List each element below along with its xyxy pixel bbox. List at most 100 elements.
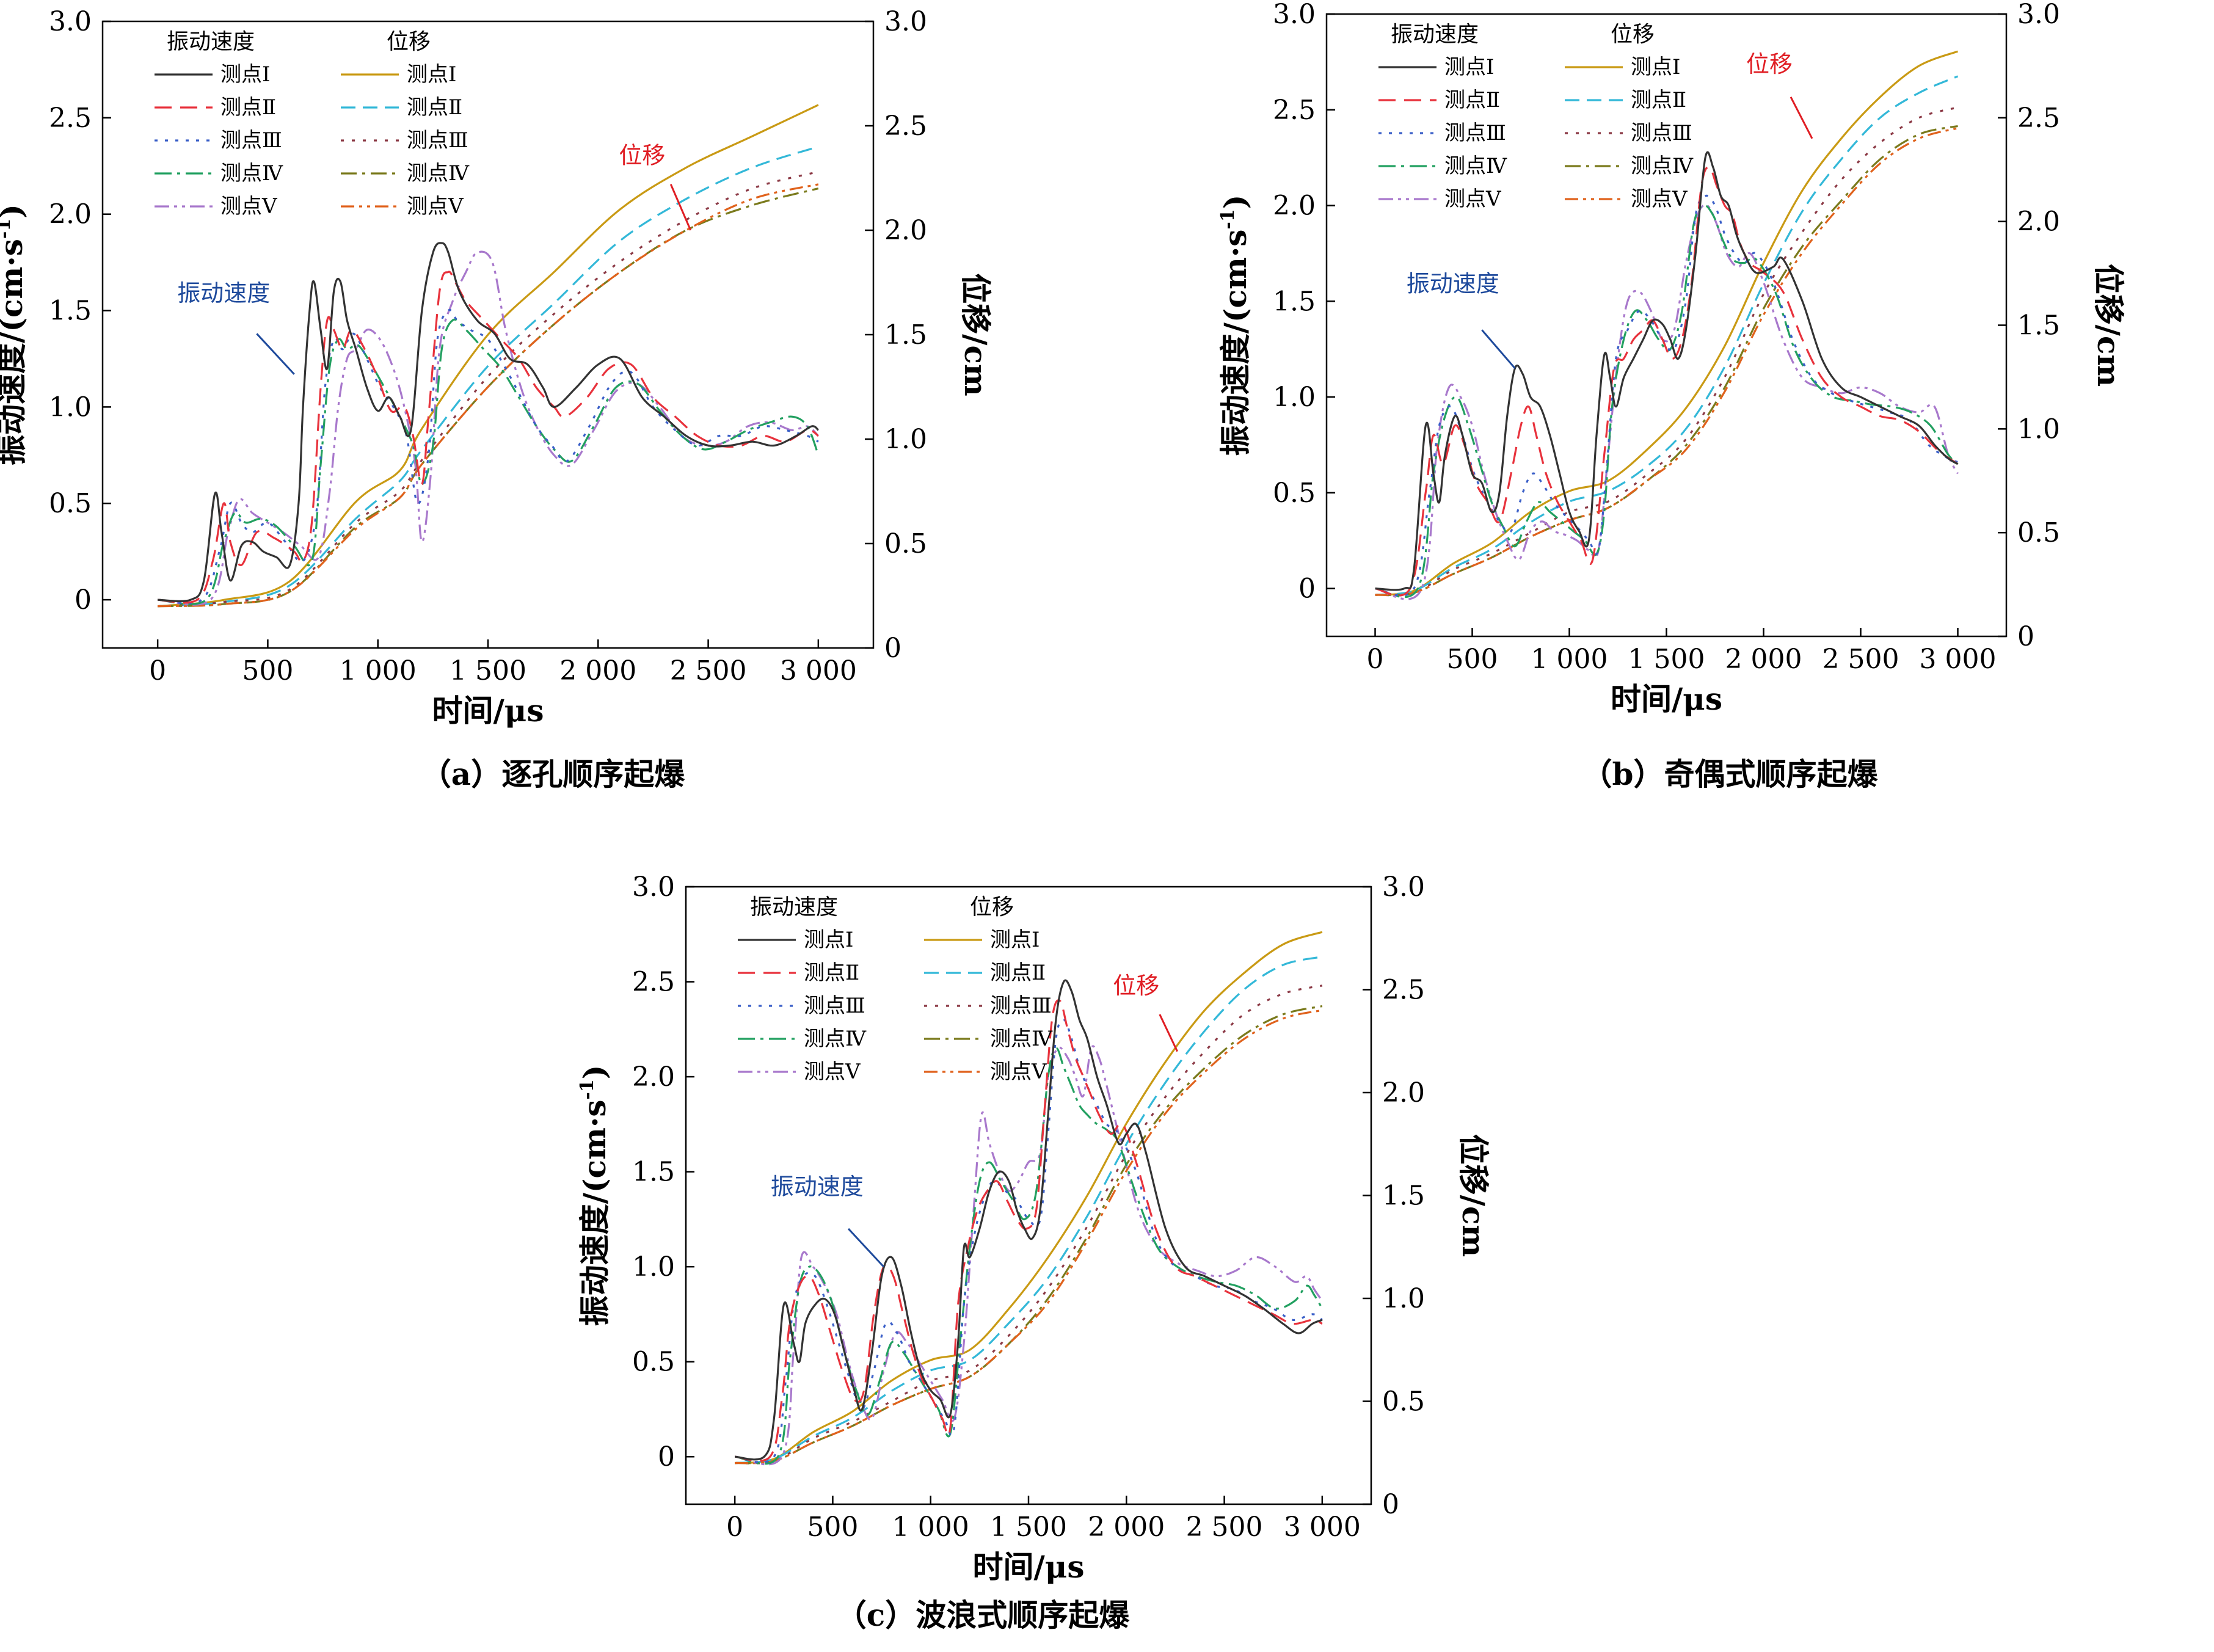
displacement-line-3	[158, 170, 819, 608]
velocity-annotation-pointer	[1481, 329, 1516, 369]
y-right-axis-label: 位移/cm	[958, 273, 994, 396]
y-left-label-main: 振动速度/(cm·s	[1217, 230, 1253, 456]
y-right-tick-label: 3.0	[1382, 871, 1425, 903]
legend-displacement-label: 测点Ⅱ	[407, 95, 462, 120]
legend-displacement-label: 测点Ⅳ	[1631, 154, 1694, 178]
y-right-tick-label: 0.5	[2017, 517, 2060, 548]
legend-displacement-label: 测点Ⅱ	[1631, 88, 1686, 112]
y-left-tick-label: 1.5	[1273, 286, 1316, 317]
velocity-line-3	[1375, 194, 1959, 597]
y-right-tick-label: 2.5	[1382, 975, 1425, 1006]
x-tick-label: 1 500	[990, 1512, 1067, 1543]
panel-caption: （c）波浪式顺序起爆	[836, 1597, 1130, 1633]
velocity-line-2	[158, 271, 819, 604]
panel-caption: （a）逐孔顺序起爆	[421, 756, 685, 792]
y-left-tick-label: 3.0	[49, 6, 92, 37]
y-left-tick-label: 2.5	[1273, 95, 1316, 126]
legend-displacement-label: 测点Ⅲ	[1631, 121, 1692, 145]
displacement-line-1	[734, 931, 1323, 1465]
y-right-tick-label: 1.5	[2017, 310, 2060, 341]
y-right-tick-label: 2.0	[2017, 206, 2060, 238]
velocity-line-4	[1375, 204, 1959, 599]
displacement-line-5	[735, 1009, 1323, 1465]
panel-caption: （b）奇偶式顺序起爆	[1582, 756, 1879, 792]
x-axis-label: 时间/μs	[972, 1549, 1084, 1585]
legend-velocity-label: 测点Ⅴ	[220, 194, 278, 219]
x-axis-label: 时间/μs	[432, 693, 544, 729]
x-tick-label: 1 000	[340, 655, 417, 686]
y-right-tick-label: 0	[884, 633, 901, 664]
legend-displacement-label: 测点Ⅱ	[990, 961, 1046, 985]
velocity-line-5	[734, 1045, 1324, 1466]
x-tick-label: 3 000	[780, 655, 857, 686]
velocity-line-4	[158, 318, 820, 605]
x-tick-label: 1 500	[450, 655, 526, 686]
legend-velocity-header: 振动速度	[1391, 22, 1479, 47]
y-left-tick-label: 1.5	[49, 296, 92, 327]
displacement-annotation-pointer	[669, 184, 692, 231]
legend-displacement-header: 位移	[387, 29, 431, 54]
velocity-line-1	[1375, 151, 1959, 591]
y-left-axis-label: 振动速度/(cm·s-1)	[577, 1065, 613, 1326]
velocity-line-5	[157, 250, 820, 606]
y-right-tick-label: 0.5	[884, 528, 927, 559]
x-tick-label: 0	[149, 655, 166, 686]
x-axis-label: 时间/μs	[1611, 681, 1722, 717]
legend-velocity-label: 测点Ⅲ	[1444, 121, 1506, 145]
legend-displacement-label: 测点Ⅴ	[407, 194, 464, 219]
velocity-line-1	[158, 242, 819, 602]
x-tick-label: 1 000	[892, 1512, 969, 1543]
legend-velocity-label: 测点Ⅱ	[1444, 88, 1500, 112]
y-left-tick-label: 0	[75, 584, 92, 616]
y-left-label-end: )	[577, 1065, 613, 1080]
y-left-tick-label: 0.5	[632, 1347, 675, 1378]
displacement-line-3	[735, 984, 1323, 1465]
x-tick-label: 500	[1447, 644, 1498, 675]
legend-displacement-label: 测点Ⅴ	[990, 1060, 1047, 1084]
y-right-tick-label: 0	[1382, 1489, 1399, 1520]
displacement-line-5	[158, 183, 819, 608]
x-tick-label: 500	[807, 1512, 858, 1543]
legend-displacement-label: 测点Ⅲ	[990, 994, 1052, 1018]
legend-displacement-label: 测点Ⅰ	[990, 928, 1040, 952]
velocity-line-4	[734, 1047, 1324, 1465]
y-left-tick-label: 2.0	[632, 1061, 675, 1093]
velocity-line-1	[734, 979, 1323, 1461]
velocity-annotation: 振动速度	[1407, 271, 1499, 297]
x-tick-label: 3 000	[1920, 644, 1997, 675]
y-left-axis-label: 振动速度/(cm·s-1)	[1217, 195, 1253, 456]
x-tick-label: 500	[242, 655, 293, 686]
y-left-tick-label: 3.0	[632, 871, 675, 903]
legend-velocity-header: 振动速度	[167, 29, 255, 54]
y-left-tick-label: 1.0	[632, 1251, 675, 1283]
legend-displacement-label: 测点Ⅴ	[1631, 187, 1688, 211]
legend-velocity-label: 测点Ⅰ	[804, 928, 853, 952]
x-tick-label: 2 500	[1186, 1512, 1263, 1543]
displacement-line-4	[158, 187, 819, 608]
y-left-tick-label: 0	[1298, 573, 1316, 605]
legend-velocity-label: 测点Ⅱ	[804, 961, 859, 985]
legend-velocity-label: 测点Ⅴ	[804, 1060, 861, 1084]
y-right-tick-label: 2.5	[2017, 103, 2060, 134]
displacement-annotation-pointer	[1159, 1014, 1178, 1052]
y-right-tick-label: 1.5	[1382, 1181, 1425, 1212]
y-left-label-end: )	[1217, 195, 1253, 209]
y-left-tick-label: 0.5	[49, 488, 92, 519]
x-tick-label: 0	[726, 1512, 743, 1543]
displacement-annotation: 位移	[1746, 51, 1793, 78]
displacement-line-2	[734, 956, 1323, 1465]
legend-velocity-label: 测点Ⅳ	[1444, 154, 1507, 178]
legend-velocity-label: 测点Ⅲ	[804, 994, 865, 1018]
displacement-line-2	[158, 145, 819, 608]
y-right-tick-label: 1.5	[884, 319, 927, 351]
y-right-tick-label: 3.0	[884, 6, 927, 37]
y-right-tick-label: 2.0	[1382, 1077, 1425, 1108]
velocity-line-5	[1375, 204, 1959, 600]
legend-velocity-label: 测点Ⅳ	[220, 161, 283, 186]
x-tick-label: 0	[1367, 644, 1384, 675]
legend-displacement-header: 位移	[970, 895, 1014, 920]
y-left-label-main: 振动速度/(cm·s	[0, 239, 29, 465]
y-right-tick-label: 3.0	[2017, 0, 2060, 30]
y-left-tick-label: 0.5	[1273, 478, 1316, 509]
y-right-axis-label: 位移/cm	[2091, 264, 2127, 387]
